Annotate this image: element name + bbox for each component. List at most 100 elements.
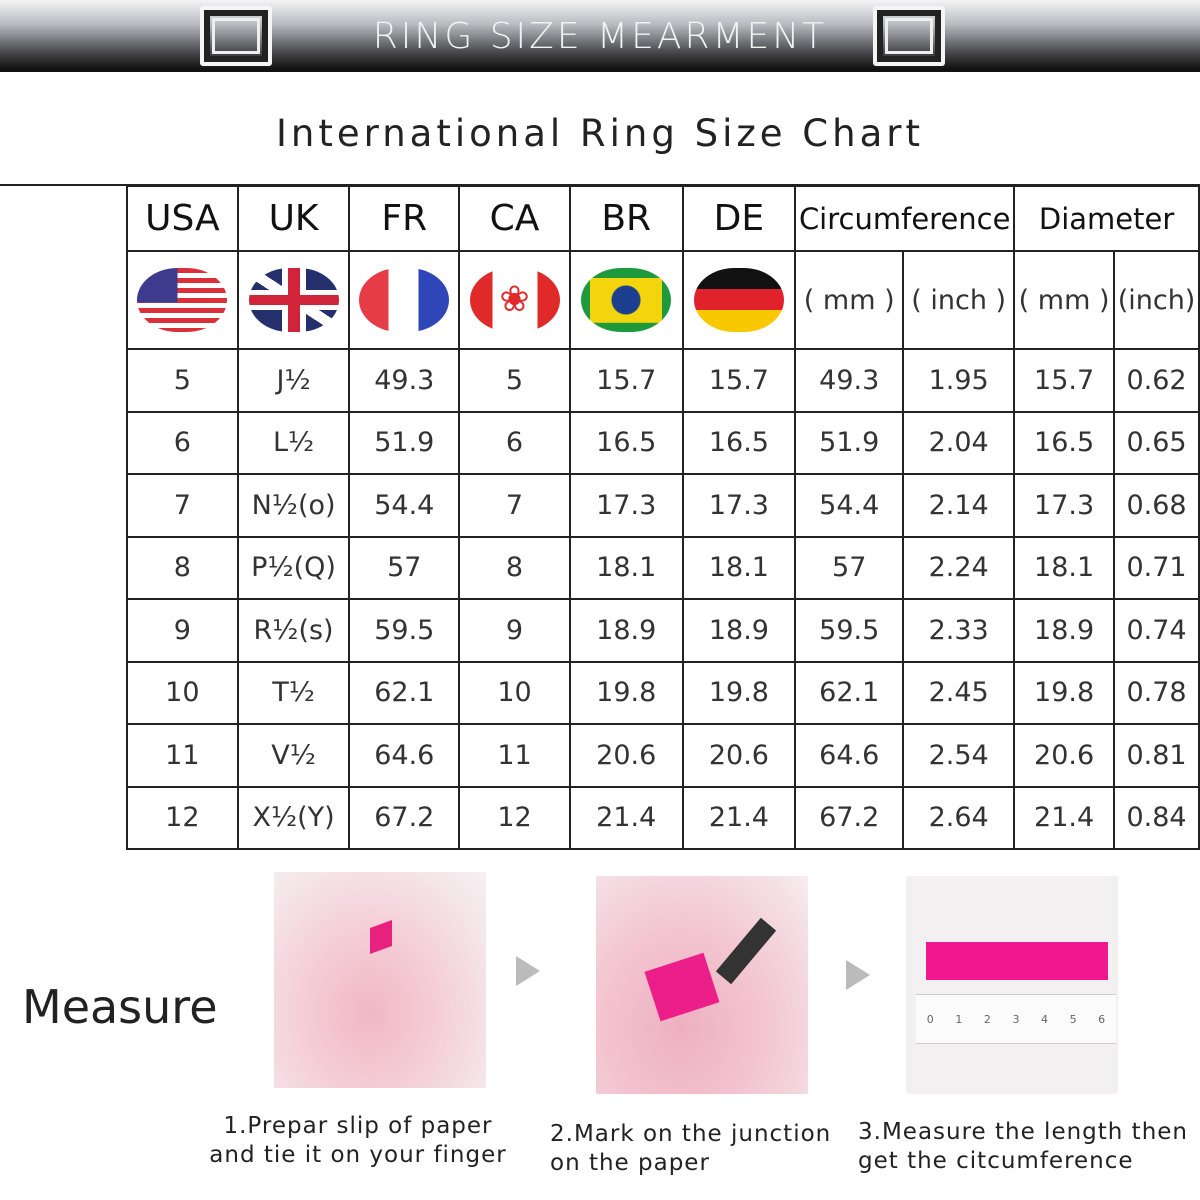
cell-uk: T½ <box>236 660 351 725</box>
cell-fr: 67.2 <box>348 785 461 850</box>
frame-decoration-right <box>873 6 945 66</box>
table-row: 11 V½ 64.6 11 20.6 20.6 64.6 2.54 20.6 0.81 <box>126 723 1200 788</box>
cell-ca: 6 <box>458 410 571 475</box>
cell-circ-mm: 62.1 <box>794 660 905 725</box>
cell-usa: 11 <box>126 723 239 788</box>
cell-br: 21.4 <box>568 785 684 850</box>
ruler: 0 1 2 3 4 5 6 <box>916 994 1116 1044</box>
caption-line: 3.Measure the length then <box>858 1119 1189 1145</box>
cell-diam-inch: 0.68 <box>1113 473 1200 538</box>
ruler-tick: 1 <box>955 1012 963 1026</box>
pen-icon <box>715 917 777 985</box>
ruler-tick: 6 <box>1098 1012 1106 1026</box>
ruler-tick: 2 <box>983 1012 991 1026</box>
cell-fr: 57 <box>348 535 461 600</box>
paper-strip <box>926 942 1108 980</box>
paper-slip <box>370 919 392 955</box>
cell-de: 17.3 <box>681 473 797 538</box>
cell-fr: 59.5 <box>348 598 461 663</box>
brazil-flag-icon <box>581 268 672 332</box>
cell-ca: 11 <box>458 723 571 788</box>
cell-diam-mm: 18.9 <box>1013 598 1116 663</box>
cell-circ-mm: 67.2 <box>794 785 905 850</box>
cell-diam-inch: 0.84 <box>1113 785 1200 850</box>
cell-br: 16.5 <box>568 410 684 475</box>
table-row: 12 X½(Y) 67.2 12 21.4 21.4 67.2 2.64 21.4 0.84 <box>126 785 1200 850</box>
cell-diam-mm: 18.1 <box>1013 535 1116 600</box>
cell-diam-mm: 16.5 <box>1013 410 1116 475</box>
cell-circ-inch: 2.54 <box>902 723 1016 788</box>
cell-circ-mm: 57 <box>794 535 905 600</box>
cell-circ-inch: 2.64 <box>902 785 1016 850</box>
caption-line: on the paper <box>550 1150 710 1176</box>
cell-circ-inch: 2.04 <box>902 410 1016 475</box>
cell-de: 16.5 <box>681 410 797 475</box>
ring-size-table: USA UK FR CA BR DE Circumference Diamete… <box>126 185 1200 850</box>
table-row: 5 J½ 49.3 5 15.7 15.7 49.3 1.95 15.7 0.62 <box>126 348 1200 413</box>
header-uk: UK <box>236 185 351 252</box>
cell-diam-mm: 19.8 <box>1013 660 1116 725</box>
cell-uk: V½ <box>236 723 351 788</box>
cell-fr: 51.9 <box>348 410 461 475</box>
cell-usa: 5 <box>126 348 239 413</box>
cell-ca: 10 <box>458 660 571 725</box>
cell-circ-inch: 2.14 <box>902 473 1016 538</box>
cell-diam-inch: 0.65 <box>1113 410 1200 475</box>
cell-de: 21.4 <box>681 785 797 850</box>
table-row: 6 L½ 51.9 6 16.5 16.5 51.9 2.04 16.5 0.65 <box>126 410 1200 475</box>
cell-usa: 8 <box>126 535 239 600</box>
cell-diam-mm: 20.6 <box>1013 723 1116 788</box>
cell-uk: J½ <box>236 348 351 413</box>
cell-de: 18.1 <box>681 535 797 600</box>
usa-flag-icon <box>137 268 228 332</box>
cell-circ-inch: 2.33 <box>902 598 1016 663</box>
cell-de: 15.7 <box>681 348 797 413</box>
cell-br: 18.1 <box>568 535 684 600</box>
caption-line: 1.Prepar slip of paper <box>223 1113 493 1139</box>
cell-br: 18.9 <box>568 598 684 663</box>
cell-diam-mm: 15.7 <box>1013 348 1116 413</box>
header-ca: CA <box>458 185 571 252</box>
cell-usa: 9 <box>126 598 239 663</box>
cell-circ-mm: 49.3 <box>794 348 905 413</box>
cell-uk: R½(s) <box>236 598 351 663</box>
cell-circ-mm: 54.4 <box>794 473 905 538</box>
banner-title: RING SIZE MEARMENT <box>372 16 828 57</box>
unit-circ-inch: ( inch ) <box>902 250 1016 350</box>
banner: RING SIZE MEARMENT <box>0 0 1200 72</box>
cell-br: 17.3 <box>568 473 684 538</box>
cell-br: 19.8 <box>568 660 684 725</box>
measure-label: Measure <box>22 980 218 1034</box>
unit-diam-mm: ( mm ) <box>1013 250 1116 350</box>
unit-circ-mm: ( mm ) <box>794 250 905 350</box>
cell-ca: 8 <box>458 535 571 600</box>
table-row: 9 R½(s) 59.5 9 18.9 18.9 59.5 2.33 18.9 0.74 <box>126 598 1200 663</box>
cell-circ-inch: 1.95 <box>902 348 1016 413</box>
header-circumference: Circumference <box>794 185 1016 252</box>
cell-de: 18.9 <box>681 598 797 663</box>
cell-diam-inch: 0.71 <box>1113 535 1200 600</box>
chart-title: International Ring Size Chart <box>276 112 924 155</box>
ruler-tick: 5 <box>1069 1012 1077 1026</box>
arrow-icon <box>516 956 540 986</box>
cell-ca: 12 <box>458 785 571 850</box>
header-diameter: Diameter <box>1013 185 1200 252</box>
ruler-tick: 0 <box>926 1012 934 1026</box>
cell-circ-inch: 2.24 <box>902 535 1016 600</box>
header-fr: FR <box>348 185 461 252</box>
caption-line: get the citcumference <box>858 1148 1134 1174</box>
cell-fr: 62.1 <box>348 660 461 725</box>
cell-diam-inch: 0.74 <box>1113 598 1200 663</box>
header-de: DE <box>681 185 797 252</box>
cell-ca: 9 <box>458 598 571 663</box>
cell-uk: L½ <box>236 410 351 475</box>
cell-de: 19.8 <box>681 660 797 725</box>
frame-decoration-left <box>200 6 272 66</box>
cell-uk: N½(o) <box>236 473 351 538</box>
uk-flag-icon <box>248 268 339 332</box>
table-row: 8 P½(Q) 57 8 18.1 18.1 57 2.24 18.1 0.71 <box>126 535 1200 600</box>
caption-line: 2.Mark on the junction <box>550 1121 832 1147</box>
caption-line: and tie it on your finger <box>209 1142 507 1168</box>
cell-circ-mm: 64.6 <box>794 723 905 788</box>
step1-caption: 1.Prepar slip of paper and tie it on you… <box>208 1112 508 1170</box>
